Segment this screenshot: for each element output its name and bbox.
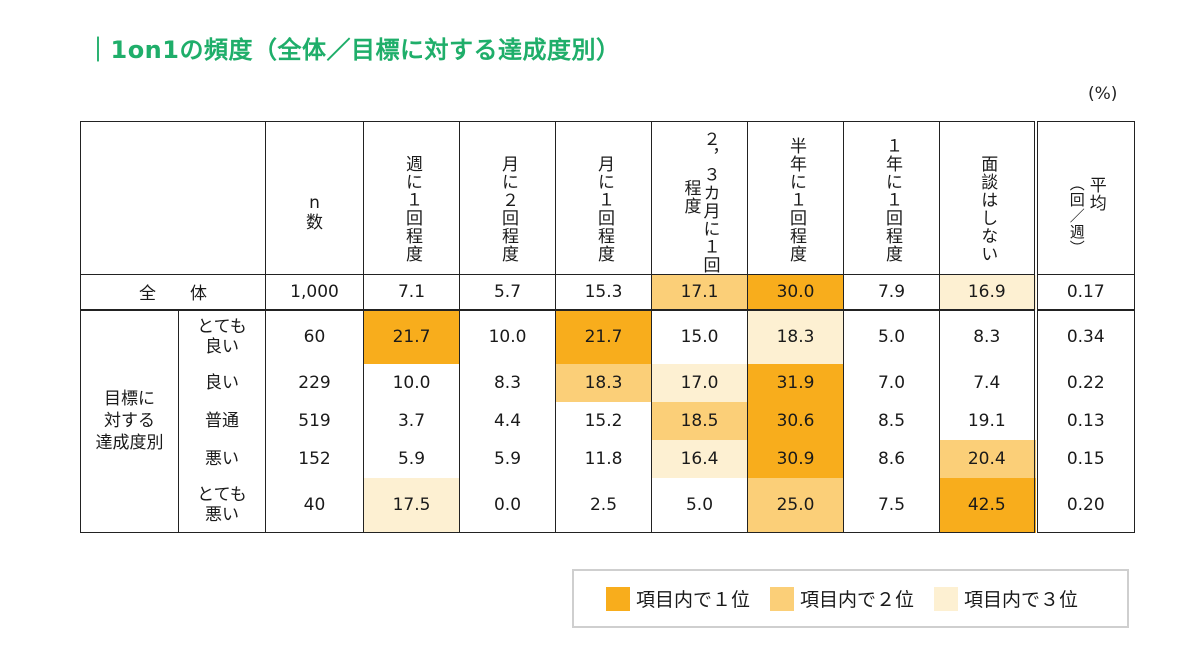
- header-none: 面談はしない: [939, 121, 1036, 275]
- legend-item-rank1: 項目内で１位: [606, 585, 750, 612]
- cell-quarter: 18.5: [651, 401, 748, 440]
- total-none: 16.9: [939, 274, 1036, 311]
- cell-month2: 5.9: [459, 439, 556, 478]
- legend-label: 項目内で１位: [636, 589, 751, 611]
- cell-avg: 0.13: [1033, 401, 1135, 440]
- cell-month2: 4.4: [459, 401, 556, 440]
- cell-year1: 7.0: [843, 363, 940, 402]
- cell-month2: 0.0: [459, 477, 556, 533]
- cell-n: 40: [265, 477, 364, 533]
- header-n-line2: 数: [306, 213, 323, 233]
- total-row: 全 体 1,000 7.1 5.7 15.3 17.1 30.0 7.9 16.…: [80, 274, 1135, 311]
- header-month2: 月に２回程度: [459, 121, 556, 275]
- total-month1: 15.3: [555, 274, 652, 311]
- legend-label: 項目内で２位: [800, 589, 915, 611]
- cell-none: 7.4: [939, 363, 1036, 402]
- header-year1: １年に１回程度: [843, 121, 940, 275]
- header-n-line1: n: [309, 193, 320, 213]
- page-title: ｜1on1の頻度（全体／目標に対する達成度別）: [86, 36, 621, 64]
- table-row: とても 悪い 40 17.5 0.0 2.5 5.0 25.0 7.5 42.5 …: [81, 477, 1135, 533]
- table-row: 良い 229 10.0 8.3 18.3 17.0 31.9 7.0 7.4 0…: [81, 363, 1135, 402]
- cell-n: 152: [265, 439, 364, 478]
- cell-n: 229: [265, 363, 364, 402]
- row-label: とても 悪い: [178, 477, 266, 533]
- cell-month2: 8.3: [459, 363, 556, 402]
- cell-halfyear: 18.3: [747, 308, 844, 364]
- table-row: 普通 519 3.7 4.4 15.2 18.5 30.6 8.5 19.1 0…: [81, 401, 1135, 440]
- total-year1: 7.9: [843, 274, 940, 311]
- legend-item-rank2: 項目内で２位: [770, 585, 914, 612]
- cell-quarter: 15.0: [651, 308, 748, 364]
- cell-year1: 8.5: [843, 401, 940, 440]
- cell-month1: 15.2: [555, 401, 652, 440]
- row-label: とても 良い: [178, 308, 266, 364]
- cell-month1: 2.5: [555, 477, 652, 533]
- cell-year1: 8.6: [843, 439, 940, 478]
- total-avg: 0.17: [1033, 274, 1135, 311]
- header-weekly: 週に１回程度: [363, 121, 460, 275]
- cell-quarter: 16.4: [651, 439, 748, 478]
- cell-month2: 10.0: [459, 308, 556, 364]
- cell-none: 20.4: [939, 439, 1036, 478]
- row-label: 普通: [178, 401, 266, 440]
- legend-item-rank3: 項目内で３位: [934, 585, 1078, 612]
- cell-month1: 11.8: [555, 439, 652, 478]
- cell-weekly: 10.0: [363, 363, 460, 402]
- cell-quarter: 5.0: [651, 477, 748, 533]
- cell-weekly: 3.7: [363, 401, 460, 440]
- row-label: 悪い: [178, 439, 266, 478]
- total-halfyear: 30.0: [747, 274, 844, 311]
- total-n: 1,000: [265, 274, 364, 311]
- cell-avg: 0.15: [1033, 439, 1135, 478]
- header-avg-line1: 平均: [1085, 176, 1106, 212]
- group-label: 目標に 対する 達成度別: [80, 309, 179, 533]
- legend: 項目内で１位 項目内で２位 項目内で３位: [572, 569, 1129, 628]
- cell-weekly: 17.5: [363, 477, 460, 533]
- cell-none: 42.5: [939, 477, 1036, 533]
- cell-month1: 21.7: [555, 308, 652, 364]
- cell-none: 19.1: [939, 401, 1036, 440]
- cell-halfyear: 31.9: [747, 363, 844, 402]
- table-row: 目標に 対する 達成度別 とても 良い 60 21.7 10.0 21.7 15.…: [80, 308, 1135, 533]
- header-avg: 平均 （回／週）: [1033, 121, 1135, 275]
- cell-year1: 5.0: [843, 308, 940, 364]
- header-month1: 月に１回程度: [555, 121, 652, 275]
- header-quarter: ２，３カ月に１回 程度: [651, 121, 748, 275]
- table-row: 悪い 152 5.9 5.9 11.8 16.4 30.9 8.6 20.4 0…: [81, 439, 1135, 478]
- cell-halfyear: 30.6: [747, 401, 844, 440]
- header-avg-line2: （回／週）: [1067, 176, 1086, 256]
- cell-avg: 0.20: [1033, 477, 1135, 533]
- cell-n: 519: [265, 401, 364, 440]
- legend-swatch-rank2: [770, 586, 795, 611]
- cell-avg: 0.22: [1033, 363, 1135, 402]
- cell-weekly: 21.7: [363, 308, 460, 364]
- unit-label: (%): [1088, 84, 1118, 104]
- cell-halfyear: 30.9: [747, 439, 844, 478]
- row-label: 良い: [178, 363, 266, 402]
- total-quarter: 17.1: [651, 274, 748, 311]
- header-quarter-line2: 程度: [680, 179, 701, 215]
- cell-year1: 7.5: [843, 477, 940, 533]
- header-n: n 数: [265, 121, 364, 275]
- total-weekly: 7.1: [363, 274, 460, 311]
- cell-month1: 18.3: [555, 363, 652, 402]
- frequency-table: n 数 週に１回程度 月に２回程度 月に１回程度 ２，３カ月に１回 程度 半年に…: [80, 121, 1135, 533]
- legend-label: 項目内で３位: [964, 589, 1079, 611]
- header-halfyear: 半年に１回程度: [747, 121, 844, 275]
- cell-halfyear: 25.0: [747, 477, 844, 533]
- cell-quarter: 17.0: [651, 363, 748, 402]
- total-month2: 5.7: [459, 274, 556, 311]
- cell-none: 8.3: [939, 308, 1036, 364]
- cell-avg: 0.34: [1033, 308, 1135, 364]
- cell-weekly: 5.9: [363, 439, 460, 478]
- header-quarter-line1: ２，３カ月に１回: [699, 130, 720, 274]
- legend-swatch-rank3: [934, 586, 959, 611]
- header-row: n 数 週に１回程度 月に２回程度 月に１回程度 ２，３カ月に１回 程度 半年に…: [80, 121, 1135, 275]
- total-label: 全 体: [80, 274, 266, 311]
- header-corner: [80, 121, 266, 275]
- cell-n: 60: [265, 308, 364, 364]
- legend-swatch-rank1: [606, 586, 630, 611]
